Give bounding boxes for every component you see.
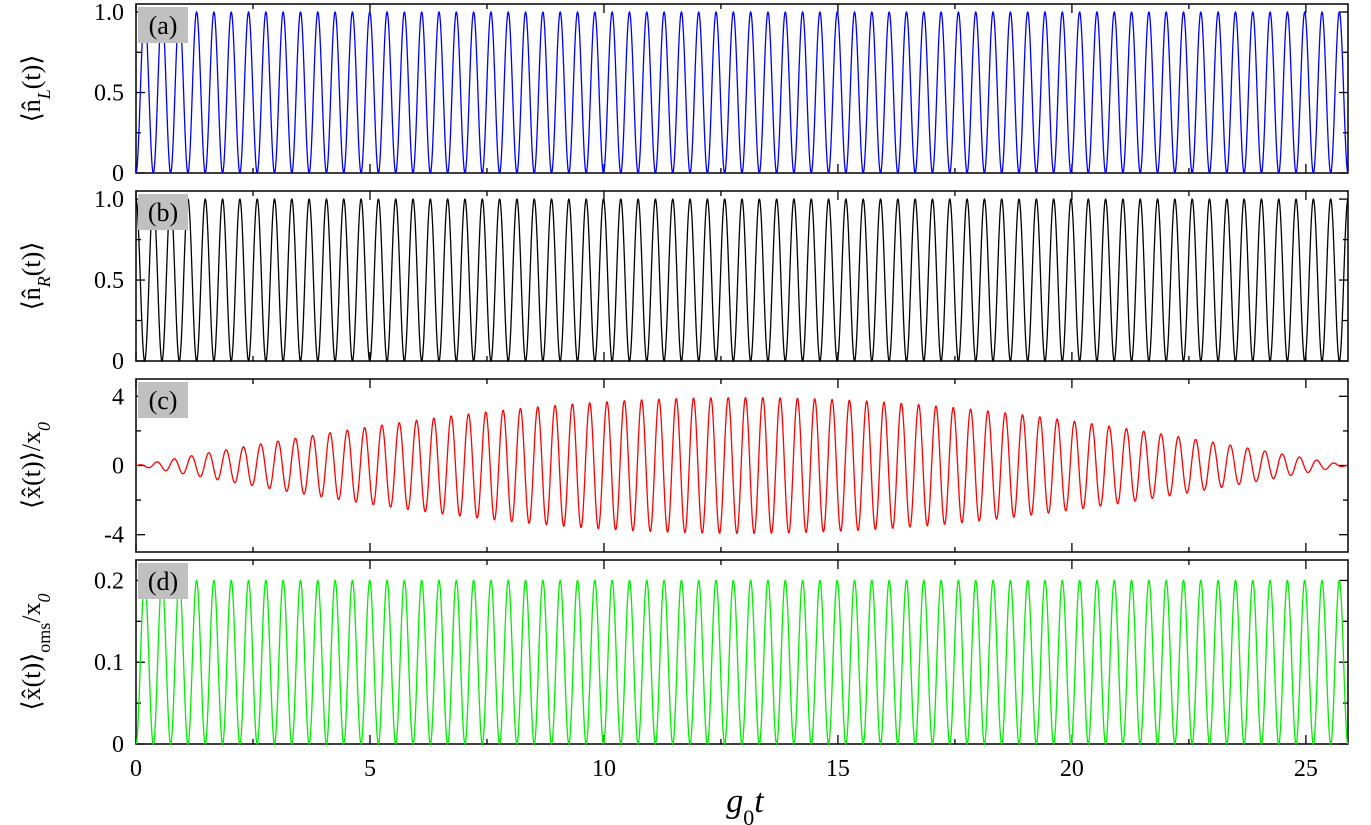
x-tick-label: 20 <box>1060 756 1084 782</box>
y-tick-label: 0.2 <box>94 568 124 594</box>
y-axis-label: ⟨x̂(t)⟩/x0 <box>17 422 54 509</box>
y-tick-label: 1.0 <box>94 0 124 26</box>
x-tick-label: 0 <box>130 756 142 782</box>
y-tick-label: 0.5 <box>94 268 124 294</box>
x-axis: 0 5 10 15 20 25 <box>130 756 1318 782</box>
svg-text:(b): (b) <box>148 198 178 227</box>
y-axis-label: ⟨n̂R(t)⟩ <box>17 242 54 311</box>
svg-text:(a): (a) <box>149 11 178 40</box>
x-tick-label: 10 <box>592 756 616 782</box>
x-tick-label: 25 <box>1294 756 1318 782</box>
y-tick-label: -4 <box>104 523 124 549</box>
panel-label: (c) <box>138 382 188 418</box>
y-tick-label: 1.0 <box>94 187 124 213</box>
panel-label: (a) <box>138 7 188 43</box>
plot-frame <box>135 3 1349 174</box>
y-tick-label: 0.5 <box>94 81 124 107</box>
series-line <box>135 396 1349 535</box>
series-line <box>135 198 1349 363</box>
x-tick-label: 15 <box>826 756 850 782</box>
plot-frame <box>135 378 1349 553</box>
y-tick-label: 0 <box>112 454 124 480</box>
x-axis-label: g0t <box>726 783 765 825</box>
svg-text:(d): (d) <box>148 567 178 596</box>
y-tick-label: 0.1 <box>94 650 124 676</box>
plot-frame <box>135 190 1349 362</box>
plot-frame <box>135 559 1349 745</box>
panel-b: 0 0.5 1.0 (b) ⟨n̂R(t)⟩ <box>17 187 1349 375</box>
y-tick-label: 0 <box>112 732 124 758</box>
panel-label: (d) <box>138 563 188 599</box>
x-tick-label: 5 <box>364 756 376 782</box>
y-tick-label: 0 <box>112 161 124 187</box>
svg-text:(c): (c) <box>149 386 178 415</box>
panel-a: 0 0.5 1.0 (a) ⟨n̂L(t)⟩ <box>17 0 1349 187</box>
panel-c: -4 0 4 (c) ⟨x̂(t)⟩/x0 <box>17 378 1349 553</box>
y-tick-label: 0 <box>112 349 124 375</box>
series-line <box>135 579 1349 746</box>
panel-label: (b) <box>138 194 188 230</box>
series-line <box>135 11 1349 175</box>
y-axis-label: ⟨n̂L(t)⟩ <box>17 55 54 123</box>
panel-d: 0 0.1 0.2 (d) ⟨x̂(t)⟩oms/x0 <box>17 559 1349 758</box>
y-tick-label: 4 <box>112 384 124 410</box>
y-axis-label: ⟨x̂(t)⟩oms/x0 <box>17 593 54 710</box>
